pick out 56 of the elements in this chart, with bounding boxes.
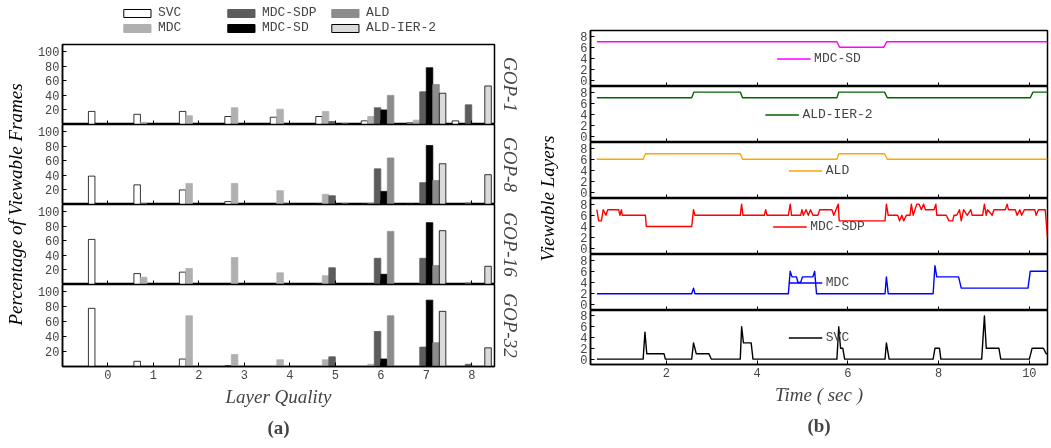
- text: GOP-32: [499, 293, 521, 359]
- y-tick-label: 80: [45, 301, 60, 316]
- x-tick-label: 6: [377, 368, 385, 383]
- x-tick-label: 1: [149, 368, 158, 383]
- x-tick-label: 2: [662, 366, 670, 381]
- x-axis-title: Time ( sec ): [774, 383, 864, 406]
- x-tick-label: 5: [331, 368, 339, 383]
- legend-label: MDC-SD: [814, 50, 861, 66]
- y-tick-label: 60: [45, 316, 60, 331]
- legend-label: MDC-SD: [261, 20, 310, 35]
- legend-label: MDC: [157, 20, 183, 35]
- y-tick-label: 80: [45, 140, 60, 155]
- y-tick-label: 20: [45, 346, 60, 361]
- x-axis-title: Layer Quality: [224, 385, 333, 407]
- y-tick-label: 0: [580, 353, 588, 368]
- y-tick-label: 40: [45, 331, 60, 346]
- legend-label: MDC-SDP: [261, 5, 318, 20]
- text: GOP-8: [499, 137, 521, 193]
- y-tick-label: 100: [37, 46, 60, 61]
- legend-label: ALD: [365, 5, 391, 20]
- legend-label: SVC: [157, 5, 183, 20]
- x-tick-label: 2: [195, 368, 203, 383]
- y-tick-label: 20: [45, 264, 60, 279]
- y-tick-label: 100: [37, 286, 60, 301]
- x-tick-label: 0: [104, 368, 112, 383]
- y-tick-label: 100: [37, 206, 60, 221]
- x-tick-label: 10: [1022, 366, 1037, 381]
- y-tick-label: 40: [45, 169, 60, 184]
- text: GOP-1: [499, 57, 521, 112]
- x-tick-label: 8: [468, 368, 476, 383]
- y-tick-label: 80: [45, 220, 60, 235]
- y-tick-label: 60: [45, 235, 60, 250]
- x-tick-label: 3: [240, 368, 248, 383]
- legend-label: ALD: [825, 162, 850, 178]
- y-axis-title: Percentage of Viewable Frames: [5, 83, 27, 327]
- y-tick-label: 40: [45, 249, 60, 264]
- y-tick-label: 60: [45, 155, 60, 170]
- legend-label: ALD-IER-2: [802, 106, 873, 122]
- legend-label: MDC-SDP: [810, 218, 865, 234]
- text: (b): [807, 414, 831, 437]
- x-tick-label: 7: [422, 368, 430, 383]
- text: (a): [267, 416, 290, 439]
- x-tick-label: 8: [934, 366, 943, 381]
- y-tick-label: 80: [45, 60, 60, 75]
- y-tick-label: 100: [37, 126, 60, 141]
- text: GOP-16: [499, 212, 521, 278]
- y-tick-label: 60: [45, 75, 60, 90]
- y-tick-label: 20: [45, 104, 60, 119]
- y-axis-title: Viewable Layers: [537, 135, 559, 262]
- legend-label: ALD-IER-2: [365, 20, 437, 35]
- y-tick-label: 20: [45, 184, 60, 199]
- x-tick-label: 4: [753, 366, 761, 381]
- x-tick-label: 4: [286, 368, 294, 383]
- legend-label: MDC: [825, 274, 850, 290]
- y-tick-label: 40: [45, 89, 60, 104]
- x-tick-label: 6: [844, 366, 852, 381]
